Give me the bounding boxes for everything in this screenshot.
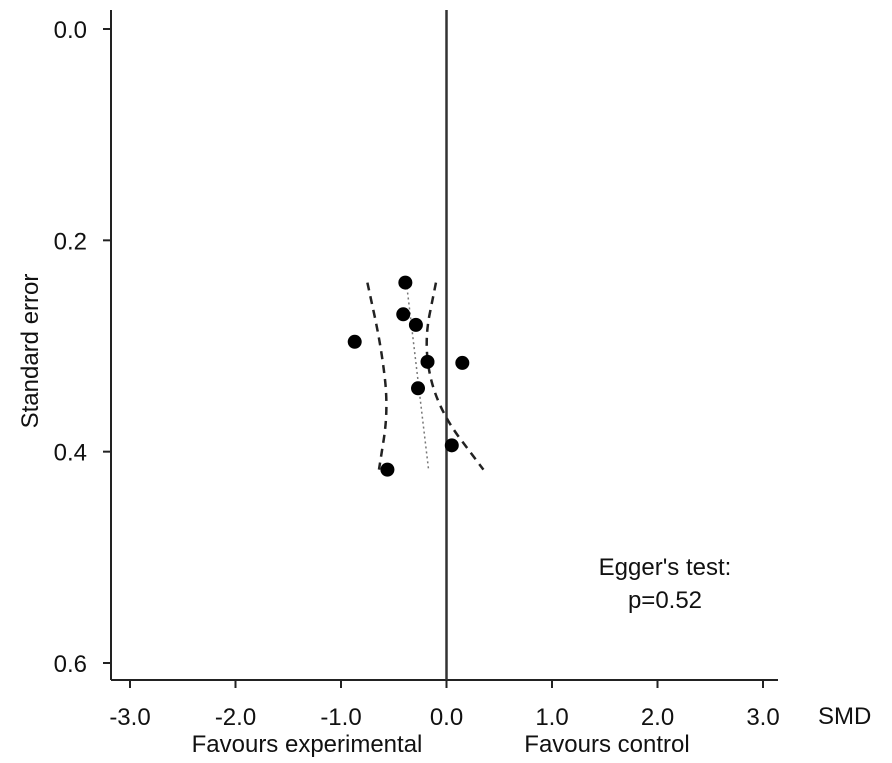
- axes: -3.0 -2.0 -1.0 0.0 1.0 2.0 3.0 0.0 0.2 0.4 0.6: [54, 10, 780, 731]
- data-point: [408, 317, 423, 332]
- data-point: [455, 355, 470, 370]
- data-point: [444, 438, 459, 453]
- data-points: [347, 275, 470, 477]
- x-tick-label: 0.0: [430, 704, 463, 731]
- y-tick-label: 0.6: [54, 651, 87, 678]
- x-tick-label: -2.0: [215, 704, 256, 731]
- x-axis-title: SMD: [818, 703, 871, 730]
- data-point: [420, 354, 435, 369]
- y-tick-label: 0.0: [54, 17, 87, 44]
- x-tick-label: -3.0: [109, 704, 150, 731]
- data-point: [396, 307, 411, 322]
- x-subtitle-favours-experimental: Favours experimental: [192, 731, 423, 758]
- x-tick-label: 3.0: [746, 704, 779, 731]
- labels: SMD Standard error Favours experimental …: [17, 274, 871, 758]
- x-tick-label: -1.0: [320, 704, 361, 731]
- x-subtitle-favours-control: Favours control: [524, 731, 689, 758]
- regression-line: [405, 282, 430, 470]
- y-axis-title: Standard error: [17, 274, 44, 429]
- x-tick-label: 2.0: [641, 704, 674, 731]
- y-tick-label: 0.2: [54, 228, 87, 255]
- confidence-bounds: [366, 282, 485, 471]
- egger-test-label: Egger's test:: [599, 554, 732, 581]
- data-point: [347, 334, 362, 349]
- x-tick-label: 1.0: [535, 704, 568, 731]
- ci-upper-bound: [425, 282, 485, 471]
- data-point: [380, 462, 395, 477]
- y-tick-label: 0.4: [54, 440, 87, 467]
- egger-test-p-value: p=0.52: [628, 587, 702, 614]
- data-point: [398, 275, 413, 290]
- ci-lower-bound: [366, 282, 388, 470]
- regression-line-group: [405, 282, 430, 470]
- data-point: [411, 381, 426, 396]
